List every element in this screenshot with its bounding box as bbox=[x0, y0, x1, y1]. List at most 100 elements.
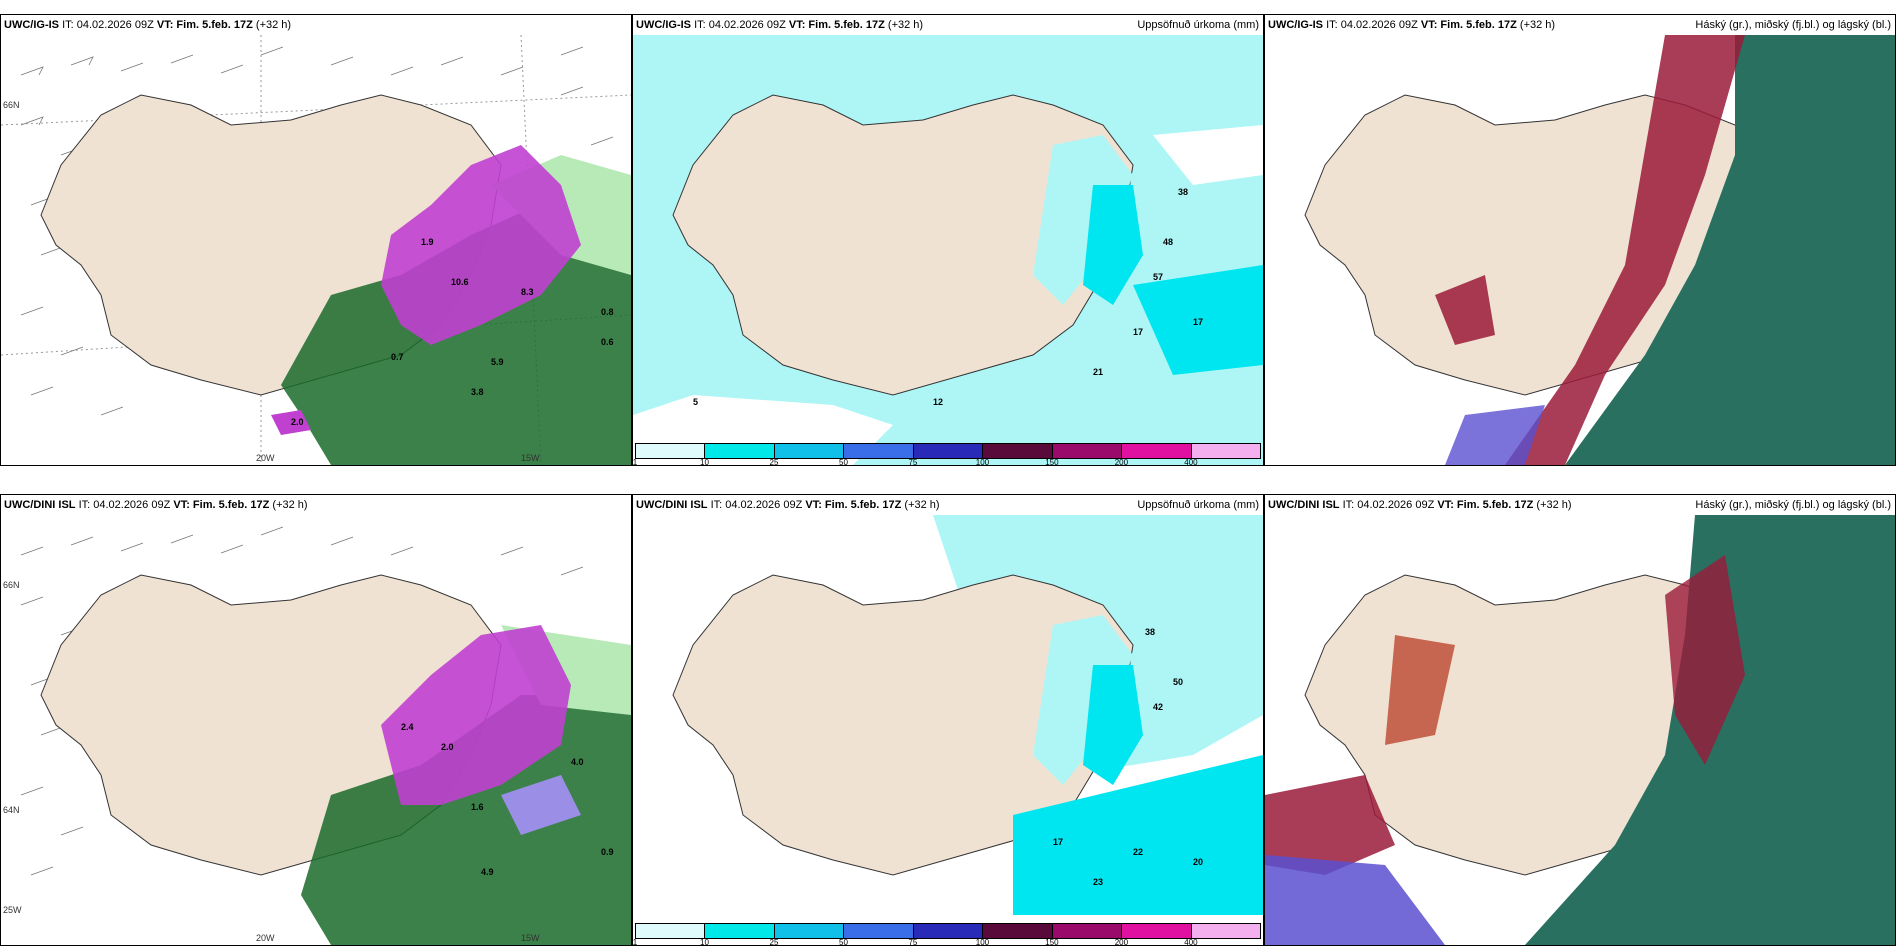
colorbar-tick: 100 bbox=[975, 458, 990, 466]
cloud-green bbox=[1565, 35, 1895, 465]
precip-magenta bbox=[381, 145, 581, 345]
colorbar-tick: 50 bbox=[839, 938, 848, 946]
svg-text:38: 38 bbox=[1178, 187, 1188, 197]
colorbar-tick: 10 bbox=[700, 458, 709, 466]
svg-text:10.6: 10.6 bbox=[451, 277, 469, 287]
vt-label: VT: bbox=[1420, 19, 1438, 31]
vt-label: VT: bbox=[805, 499, 822, 511]
colorbar-swatch bbox=[705, 924, 775, 938]
panel-dini-accum: UWC/DINI ISL IT: 04.02.2026 09Z VT: Fim.… bbox=[632, 494, 1264, 946]
lead-time: (+32 h) bbox=[255, 19, 292, 31]
svg-text:38: 38 bbox=[1145, 627, 1155, 637]
colorbar-tick: 75 bbox=[908, 938, 918, 946]
svg-text:4.9: 4.9 bbox=[481, 867, 494, 877]
colorbar-swatch bbox=[1122, 444, 1192, 458]
init-time: IT: 04.02.2026 09Z bbox=[694, 19, 786, 31]
panel-header: UWC/IG-IS IT: 04.02.2026 09Z VT: Fim. 5.… bbox=[1265, 15, 1895, 35]
lon-label-20: 20W bbox=[256, 453, 275, 463]
panel-igis-accum: UWC/IG-IS IT: 04.02.2026 09Z VT: Fim. 5.… bbox=[632, 14, 1264, 466]
svg-text:5.9: 5.9 bbox=[491, 357, 504, 367]
colorbar-swatch bbox=[913, 924, 984, 938]
panel-header: UWC/IG-IS IT: 04.02.2026 09Z VT: Fim. 5.… bbox=[1, 15, 631, 35]
colorbar-tick: 200 bbox=[1114, 458, 1129, 466]
colorbar-swatch bbox=[636, 444, 706, 458]
svg-text:3.8: 3.8 bbox=[471, 387, 484, 397]
colorbar-tick: 400 bbox=[1184, 938, 1198, 946]
lead-time: (+32 h) bbox=[904, 499, 940, 511]
init-time: IT: 04.02.2026 09Z bbox=[62, 19, 154, 31]
colorbar-swatch bbox=[1052, 924, 1123, 938]
colorbar-tick: 150 bbox=[1045, 458, 1059, 466]
precip-colorbar: 1 10 25 50 75 100 150 200 400 bbox=[632, 923, 1261, 946]
cloud-map bbox=[1265, 35, 1895, 465]
panel-header: UWC/DINI ISL IT: 04.02.2026 09Z VT: Fim.… bbox=[1265, 495, 1895, 515]
svg-text:0.8: 0.8 bbox=[601, 307, 614, 317]
valid-time: Fim. 5.feb. 17Z bbox=[176, 19, 253, 31]
panel-header: UWC/IG-IS IT: 04.02.2026 09Z VT: Fim. 5.… bbox=[633, 15, 1263, 35]
svg-text:1.9: 1.9 bbox=[421, 237, 434, 247]
svg-text:17: 17 bbox=[1193, 317, 1203, 327]
precip-map: 2.4 2.0 4.0 1.6 4.9 0.9 bbox=[1, 515, 631, 945]
colorbar-tick: 1 bbox=[632, 938, 638, 946]
svg-text:20: 20 bbox=[1193, 857, 1203, 867]
precip-colorbar: 1 10 25 50 75 100 150 200 400 bbox=[632, 443, 1261, 466]
precip-map: 1.9 10.6 8.3 0.8 0.6 3.8 5.9 2.0 0.7 bbox=[1, 35, 631, 465]
colorbar-tick: 1 bbox=[632, 458, 638, 466]
wind-barbs bbox=[20, 526, 584, 876]
panel-dini-cloud: UWC/DINI ISL IT: 04.02.2026 09Z VT: Fim.… bbox=[1264, 494, 1896, 946]
vt-label: VT: bbox=[1437, 499, 1454, 511]
panel-igis-cloud: UWC/IG-IS IT: 04.02.2026 09Z VT: Fim. 5.… bbox=[1264, 14, 1896, 466]
colorbar-swatch bbox=[844, 444, 914, 458]
init-time: IT: 04.02.2026 09Z bbox=[78, 499, 171, 511]
svg-text:57: 57 bbox=[1153, 272, 1163, 282]
svg-text:17: 17 bbox=[1133, 327, 1143, 337]
colorbar-swatch bbox=[983, 444, 1053, 458]
lat-label-66: 66N bbox=[3, 580, 20, 590]
colorbar-tick: 25 bbox=[769, 938, 779, 946]
lon-label-15: 15W bbox=[521, 453, 540, 463]
svg-text:42: 42 bbox=[1153, 702, 1163, 712]
colorbar-swatch bbox=[1122, 924, 1192, 938]
svg-text:21: 21 bbox=[1093, 367, 1103, 377]
svg-text:17: 17 bbox=[1053, 837, 1063, 847]
svg-text:48: 48 bbox=[1163, 237, 1173, 247]
lead-time: (+32 h) bbox=[887, 19, 924, 31]
colorbar-swatch bbox=[1191, 444, 1260, 458]
panel-igis-precip: UWC/IG-IS IT: 04.02.2026 09Z VT: Fim. 5.… bbox=[0, 14, 632, 466]
model-name: UWC/IG-IS bbox=[1268, 19, 1323, 31]
panel-dini-precip: UWC/DINI ISL IT: 04.02.2026 09Z VT: Fim.… bbox=[0, 494, 632, 946]
lead-time: (+32 h) bbox=[1519, 19, 1556, 31]
svg-text:2.0: 2.0 bbox=[441, 742, 454, 752]
colorbar-tick: 75 bbox=[908, 458, 918, 466]
accum-map: 38 48 57 17 17 21 5 12 bbox=[633, 35, 1263, 465]
model-name: UWC/IG-IS bbox=[4, 19, 59, 31]
lead-time: (+32 h) bbox=[1536, 499, 1572, 511]
panel-subtitle: Uppsöfnuð úrkoma (mm) bbox=[1137, 19, 1259, 31]
colorbar-swatch bbox=[636, 924, 706, 938]
colorbar-swatch bbox=[1191, 924, 1260, 938]
colorbar-swatch bbox=[1052, 444, 1123, 458]
svg-text:2.0: 2.0 bbox=[291, 417, 304, 427]
svg-text:23: 23 bbox=[1093, 877, 1103, 887]
lat-label-66: 66N bbox=[3, 100, 20, 110]
lon-label-25: 25W bbox=[3, 905, 22, 915]
colorbar-tick: 150 bbox=[1045, 938, 1059, 946]
valid-time: Fim. 5.feb. 17Z bbox=[824, 499, 902, 511]
svg-text:0.6: 0.6 bbox=[601, 337, 614, 347]
accum-map: 38 50 42 17 22 20 23 bbox=[633, 515, 1263, 945]
vt-label: VT: bbox=[173, 499, 190, 511]
panel-subtitle: Háský (gr.), miðský (fj.bl.) og lágský (… bbox=[1695, 499, 1891, 511]
colorbar-tick: 200 bbox=[1114, 938, 1129, 946]
init-time: IT: 04.02.2026 09Z bbox=[710, 499, 803, 511]
model-name: UWC/DINI ISL bbox=[636, 499, 708, 511]
cloud-map bbox=[1265, 515, 1895, 945]
colorbar-swatch bbox=[844, 924, 914, 938]
valid-time: Fim. 5.feb. 17Z bbox=[1456, 499, 1534, 511]
colorbar-tick: 10 bbox=[700, 938, 709, 946]
valid-time: Fim. 5.feb. 17Z bbox=[1440, 19, 1517, 31]
colorbar-swatch bbox=[774, 924, 845, 938]
svg-text:0.9: 0.9 bbox=[601, 847, 614, 857]
init-time: IT: 04.02.2026 09Z bbox=[1342, 499, 1435, 511]
colorbar-swatch bbox=[913, 444, 984, 458]
svg-text:50: 50 bbox=[1173, 677, 1183, 687]
